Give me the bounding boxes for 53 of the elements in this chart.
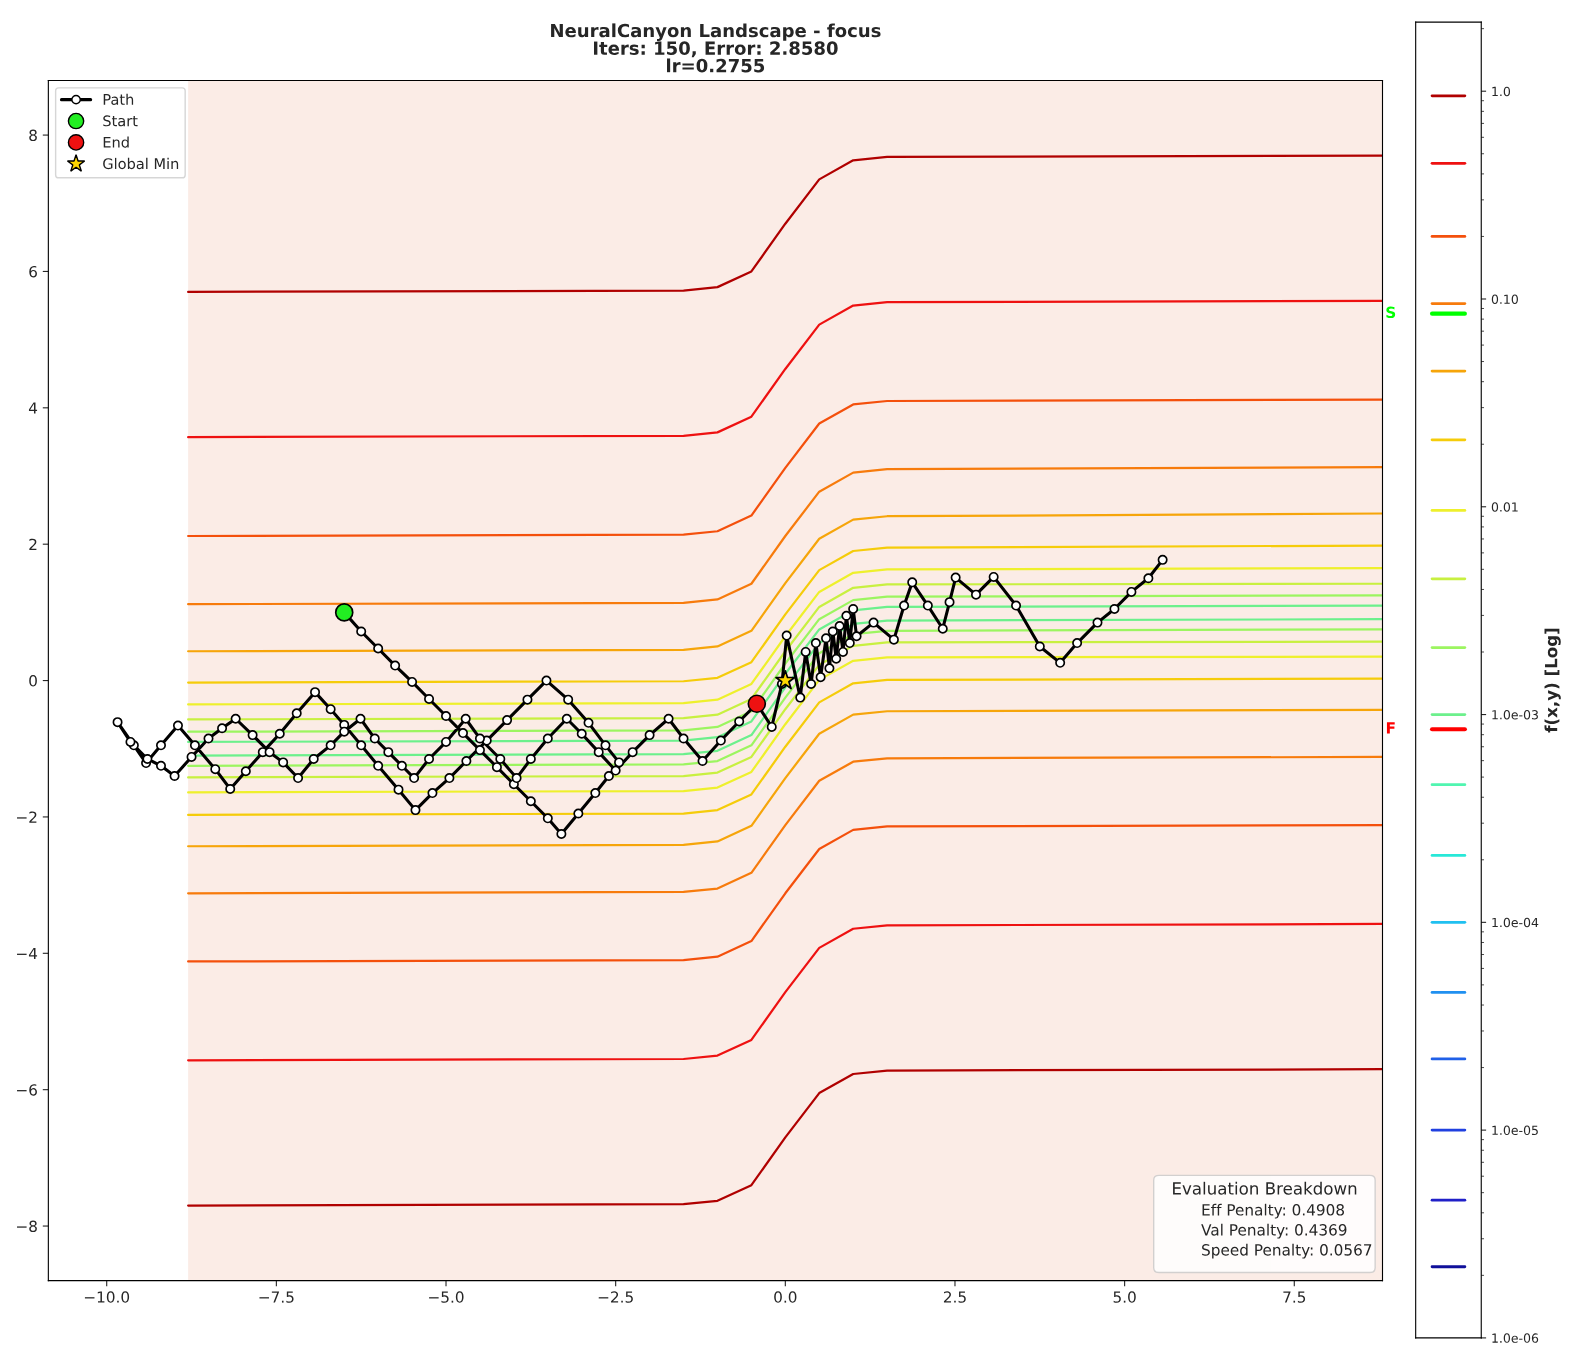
annotation: Speed Penalty: 0.0567 — [1202, 1243, 1372, 1259]
legend-label: Path — [103, 93, 134, 105]
y-tick-label: 0.01 — [1491, 502, 1518, 512]
annotation: Evaluation Breakdown — [1173, 1181, 1357, 1195]
y-tick-label: 1.0 — [1492, 86, 1511, 97]
y-axis-title: f(x,y) [Log] — [1544, 628, 1561, 733]
line-series — [187, 582, 1383, 721]
y-tick-label: −6 — [17, 1084, 37, 1096]
x-tick-label: −10.0 — [84, 1291, 130, 1303]
line-series — [187, 922, 1383, 1062]
annotation: Val Penalty: 0.4369 — [1201, 1223, 1347, 1239]
line-series — [187, 655, 1383, 794]
line-series — [187, 544, 1383, 684]
point — [775, 669, 796, 690]
chart-title: NeuralCanyon Landscape - focus Iters: 150, Error: 2.8580 lr=0.2755 — [551, 23, 881, 73]
line-series — [187, 466, 1383, 606]
y-tick-label: 1.0e-04 — [1492, 917, 1539, 928]
legend-label: Global Min — [103, 157, 179, 170]
x-tick-label: 2.5 — [943, 1291, 966, 1303]
line-series — [187, 677, 1383, 816]
y-tick-label: 4 — [28, 402, 38, 414]
line-series — [187, 512, 1383, 653]
x-tick-label: 5.0 — [1113, 1291, 1136, 1303]
line-series — [187, 566, 1383, 706]
y-tick-label: −2 — [17, 811, 37, 823]
y-tick-label: 8 — [29, 129, 37, 142]
y-tick-label: 6 — [29, 265, 37, 278]
x-tick-label: 0.0 — [774, 1291, 797, 1303]
line-series — [187, 398, 1383, 538]
legend-label: End — [103, 136, 129, 148]
text: F — [1386, 722, 1395, 734]
line-series — [187, 299, 1383, 439]
y-tick-label: −8 — [17, 1220, 37, 1233]
y-tick-label: 0 — [29, 675, 37, 687]
line-series — [187, 824, 1383, 963]
text: S — [1386, 306, 1396, 319]
x-tick-label: 7.5 — [1283, 1291, 1306, 1303]
x-tick-label: −5.0 — [429, 1291, 464, 1303]
point — [747, 694, 767, 714]
line-series — [187, 708, 1383, 848]
x-tick-label: −2.5 — [598, 1291, 633, 1303]
line-series — [187, 154, 1383, 294]
annotation: Eff Penalty: 0.4908 — [1202, 1203, 1345, 1219]
x-tick-label: −7.5 — [259, 1291, 294, 1303]
line-series — [187, 755, 1383, 895]
y-tick-label: 1.0e-05 — [1492, 1125, 1538, 1136]
y-tick-label: 1.0e-03 — [1492, 710, 1538, 720]
y-tick-label: −4 — [17, 947, 38, 960]
y-tick-label: 2 — [29, 538, 37, 550]
legend-label: Start — [103, 115, 138, 127]
y-tick-label: 0.10 — [1491, 294, 1518, 304]
y-tick-label: 1.0e-06 — [1492, 1333, 1539, 1343]
point — [334, 603, 354, 622]
